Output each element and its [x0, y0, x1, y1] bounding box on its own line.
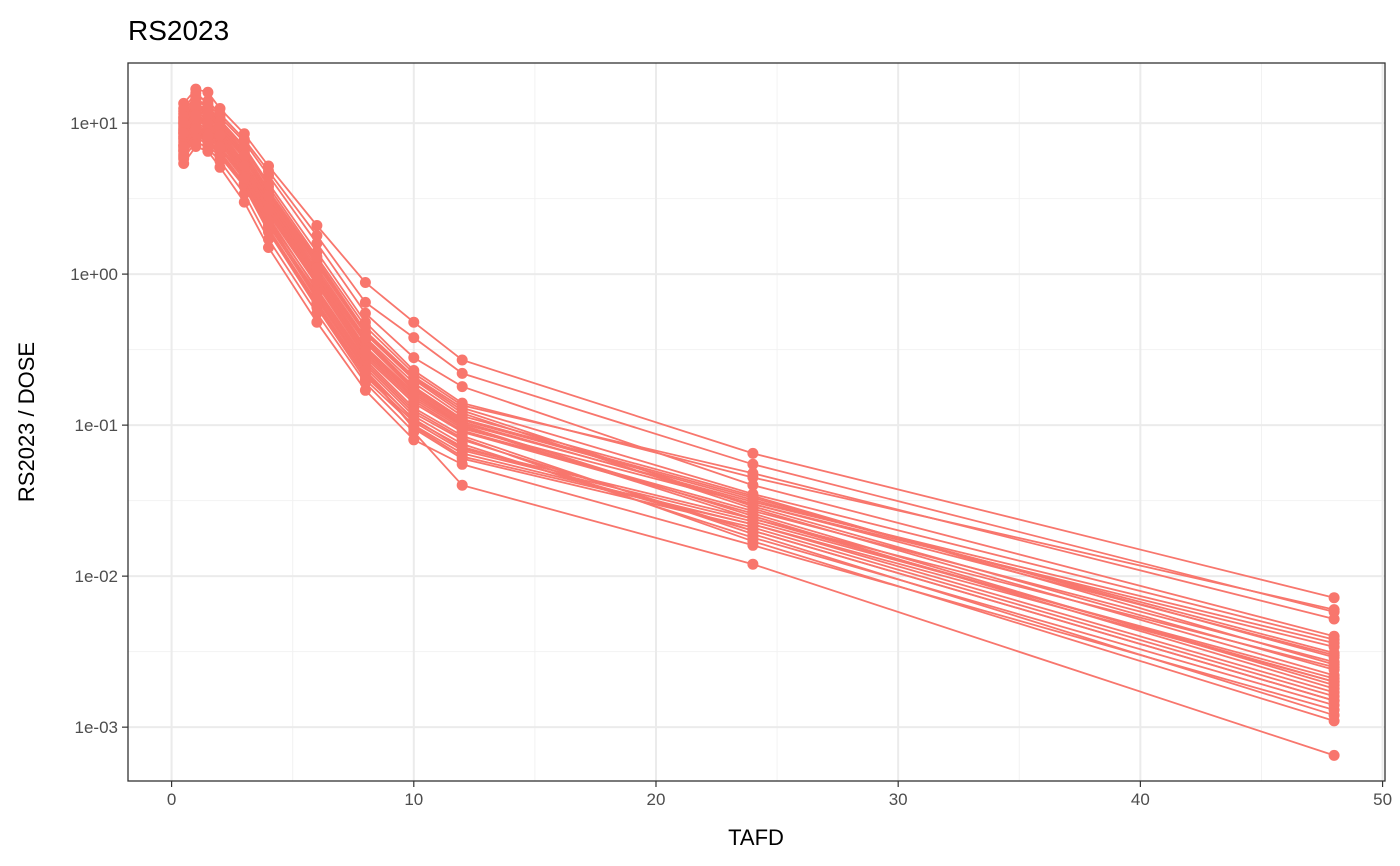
data-point [1328, 637, 1340, 649]
data-point [202, 86, 214, 98]
y-tick-label: 1e-03 [75, 718, 118, 737]
data-point [747, 490, 759, 502]
data-point [359, 365, 371, 376]
data-point [238, 133, 250, 145]
plot-background [128, 63, 1385, 781]
data-point [190, 109, 202, 121]
series-29 [178, 109, 1340, 688]
data-point [456, 421, 468, 432]
data-point [311, 316, 323, 328]
y-tick-label: 1e+01 [70, 114, 118, 133]
y-axis-title: RS2023 / DOSE [14, 342, 39, 502]
data-point [408, 377, 420, 389]
y-tick-label: 1e-01 [75, 416, 118, 435]
x-tick-label: 20 [647, 790, 666, 809]
data-point [1328, 592, 1340, 604]
y-tick-label: 1e+00 [70, 265, 118, 284]
series-30 [178, 123, 1340, 707]
data-point [238, 160, 250, 172]
data-point [202, 117, 214, 129]
data-point [456, 451, 468, 462]
series-28 [178, 101, 1340, 670]
data-point [359, 296, 371, 308]
data-point [178, 141, 190, 152]
data-point [263, 165, 274, 177]
data-point [359, 332, 371, 344]
x-tick-label: 50 [1373, 790, 1392, 809]
data-point [238, 172, 250, 184]
data-point [214, 121, 226, 133]
data-point [311, 230, 323, 242]
x-tick-label: 10 [404, 790, 423, 809]
data-point [178, 117, 190, 129]
data-point [359, 321, 371, 332]
data-point [263, 233, 274, 245]
x-tick-label: 0 [167, 790, 176, 809]
data-point [408, 390, 420, 402]
data-point [311, 262, 323, 274]
data-point [747, 447, 759, 459]
data-point [408, 352, 420, 364]
data-point [747, 505, 759, 517]
data-point [214, 141, 226, 153]
data-point [747, 479, 759, 491]
data-point [456, 479, 468, 491]
data-point [202, 130, 214, 142]
data-point [456, 381, 468, 393]
data-point [747, 513, 759, 525]
data-point [408, 316, 420, 328]
data-point [238, 150, 250, 161]
data-point [311, 220, 323, 231]
y-tick-label: 1e-02 [75, 567, 118, 586]
data-point [1328, 676, 1340, 688]
data-point [456, 441, 468, 453]
data-point [1328, 613, 1340, 625]
data-point [190, 123, 202, 135]
chart-title: RS2023 [128, 15, 229, 46]
data-point [747, 558, 759, 570]
data-point [263, 203, 274, 215]
data-point [456, 399, 468, 411]
data-point [214, 108, 226, 120]
data-point [190, 101, 202, 113]
data-point [359, 277, 371, 288]
y-axis: 1e-03 1e-02 1e-01 1e+00 1e+01 [70, 114, 128, 737]
data-point [1328, 659, 1340, 670]
data-point [456, 367, 468, 379]
x-tick-label: 40 [1131, 790, 1150, 809]
data-point [263, 181, 274, 193]
series-18 [178, 91, 1340, 618]
data-point [408, 332, 420, 344]
data-point [456, 354, 468, 366]
data-point [1328, 647, 1340, 659]
x-tick-label: 30 [889, 790, 908, 809]
data-point [1328, 749, 1340, 761]
data-point [178, 127, 190, 139]
data-point [408, 434, 420, 446]
data-point [311, 274, 323, 286]
data-point [1328, 695, 1340, 707]
data-point [1328, 686, 1340, 698]
data-point [747, 458, 759, 470]
data-point [311, 293, 323, 305]
data-point [359, 345, 371, 357]
data-point [1328, 715, 1340, 727]
data-point [202, 108, 214, 120]
data-point [408, 367, 420, 379]
series-layer [178, 83, 1340, 761]
data-point [359, 307, 371, 319]
data-point [311, 251, 323, 263]
data-point [747, 467, 759, 479]
data-point [747, 525, 759, 537]
data-point [214, 129, 226, 141]
data-point [408, 414, 420, 426]
x-axis-title: TAFD [728, 825, 784, 850]
data-point [263, 190, 274, 202]
data-point [178, 97, 190, 109]
x-axis: 0 10 20 30 40 50 [167, 781, 1392, 809]
data-point [263, 218, 274, 230]
data-point [456, 410, 468, 422]
plot-border [127, 62, 1386, 782]
